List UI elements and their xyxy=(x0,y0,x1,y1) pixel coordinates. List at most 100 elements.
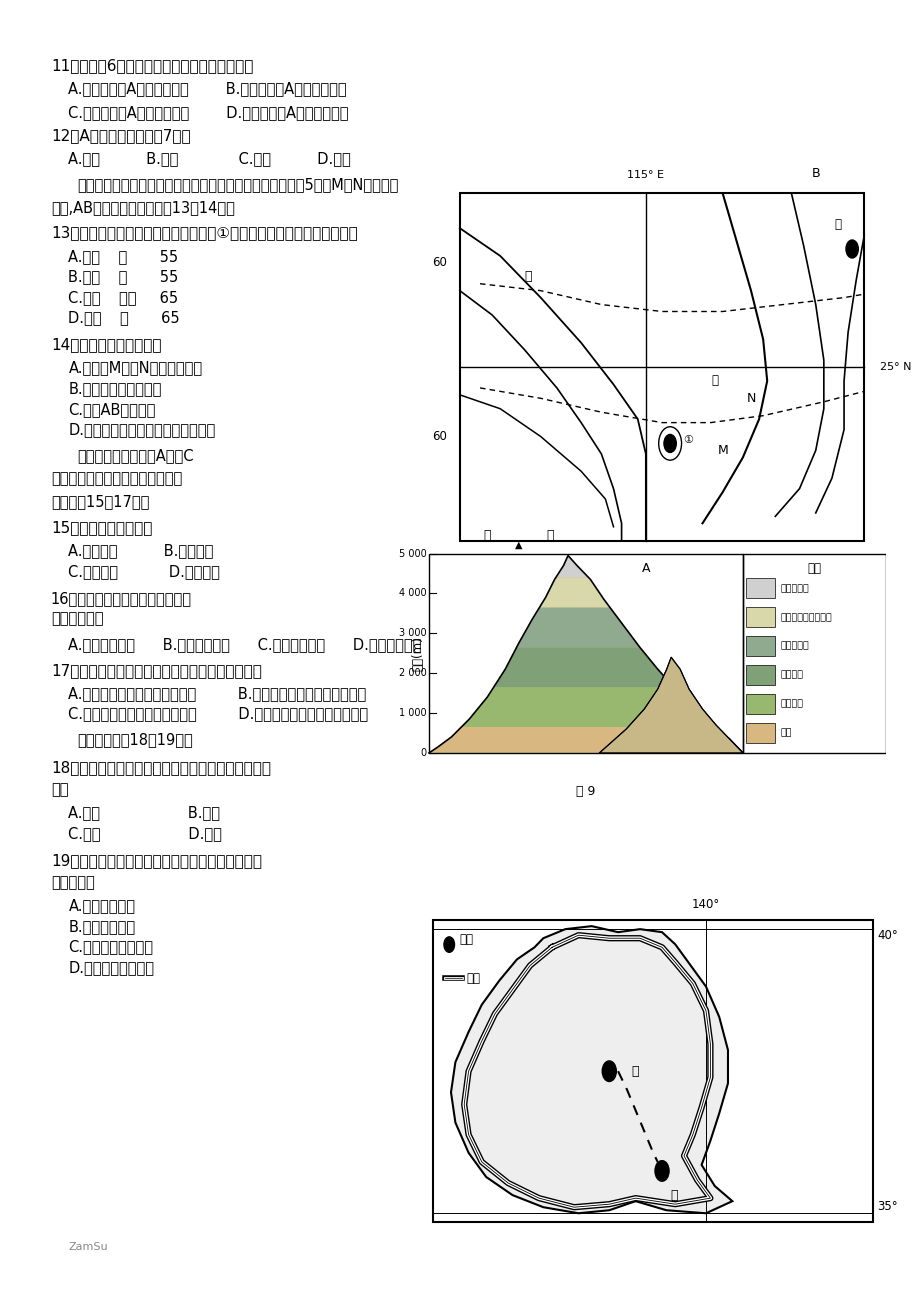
Text: A.河谷的M侧比N侧坡度陨一些: A.河谷的M侧比N侧坡度陨一些 xyxy=(68,360,202,376)
Text: 40°: 40° xyxy=(877,930,897,942)
Text: 河: 河 xyxy=(524,270,532,283)
Text: 3 000: 3 000 xyxy=(399,628,426,638)
Text: 两岸,AB为晨昃线。读图回界13～14题。: 两岸,AB为晨昃线。读图回界13～14题。 xyxy=(51,200,234,214)
Text: 12．A洋流可能出现在图7中：: 12．A洋流可能出现在图7中： xyxy=(51,127,190,143)
Text: A: A xyxy=(641,562,650,575)
Text: 60: 60 xyxy=(432,256,447,269)
Bar xyxy=(743,554,886,753)
Text: 25° N: 25° N xyxy=(879,363,911,372)
Polygon shape xyxy=(516,607,638,647)
Text: 图例: 图例 xyxy=(807,562,821,575)
Text: A.平原                   B.山地: A.平原 B.山地 xyxy=(68,806,221,820)
Text: 是：: 是： xyxy=(51,783,68,797)
Text: 18．该岛铁路形状为「环形」，说明其最主要的地形: 18．该岛铁路形状为「环形」，说明其最主要的地形 xyxy=(51,760,270,776)
Text: A.武夷山脉          B.祕连山脉: A.武夷山脉 B.祕连山脉 xyxy=(68,543,213,558)
Text: 鐵路: 鐵路 xyxy=(466,971,481,984)
Text: 17．关于该山峰雪线高低原因的叙述，正确的是：: 17．关于该山峰雪线高低原因的叙述，正确的是： xyxy=(51,663,262,677)
Text: 1 000: 1 000 xyxy=(399,708,426,718)
Polygon shape xyxy=(428,555,743,753)
Text: 16．该山峰针叶林带只分布在北坡: 16．该山峰针叶林带只分布在北坡 xyxy=(51,590,192,606)
Text: 5 000: 5 000 xyxy=(399,549,426,559)
Text: B.东南    南       55: B.东南 南 55 xyxy=(68,269,178,285)
Text: B: B xyxy=(811,166,819,179)
Text: ①: ① xyxy=(683,434,693,445)
Text: 城市: 城市 xyxy=(460,933,473,946)
Text: 荒漠: 荒漠 xyxy=(779,728,791,737)
Text: C.南坡气温低，降水多，雪线高         D.北坡气温低，降水少，雪线低: C.南坡气温低，降水多，雪线高 D.北坡气温低，降水少，雪线低 xyxy=(68,707,369,722)
Text: 甲: 甲 xyxy=(630,1065,638,1078)
Polygon shape xyxy=(430,727,741,753)
Text: 原因是北坡：: 原因是北坡： xyxy=(51,611,103,627)
Text: 流: 流 xyxy=(710,374,718,387)
Text: 右图实线为地形等高线，虚线为潜水面等高线，等高距均为5米，M、N位于河流: 右图实线为地形等高线，虚线为潜水面等高线，等高距均为5米，M、N位于河流 xyxy=(77,177,398,191)
Text: D.西北    北       65: D.西北 北 65 xyxy=(68,311,180,325)
Text: B.虚线处是河谷: B.虚线处是河谷 xyxy=(68,919,135,933)
Text: 右图为十一运火炬由A城到C: 右图为十一运火炬由A城到C xyxy=(77,448,194,463)
Text: 乙: 乙 xyxy=(670,1190,677,1202)
Text: A.热量高于南坡      B.降水多于南坡      C.光照多于南坡      D.海拔低于南坡: A.热量高于南坡 B.降水多于南坡 C.光照多于南坡 D.海拔低于南坡 xyxy=(68,637,422,653)
Polygon shape xyxy=(450,926,732,1213)
Text: C.天山山脉           D.阴山山脉: C.天山山脉 D.阴山山脉 xyxy=(68,564,221,579)
Text: B.此时河流处于丰水期: B.此时河流处于丰水期 xyxy=(68,381,162,396)
Text: 高山垒状和稀疏植被: 高山垒状和稀疏植被 xyxy=(779,612,831,621)
Text: A.南坡气温高，降水少，雪线高         B.北坡气温高，降水多，雪线低: A.南坡气温高，降水少，雪线高 B.北坡气温高，降水多，雪线低 xyxy=(68,686,367,701)
Text: 山地草甸: 山地草甸 xyxy=(779,671,802,680)
Bar xyxy=(745,694,775,714)
Text: ZamSu: ZamSu xyxy=(68,1242,108,1252)
Text: 海拔(m): 海拔(m) xyxy=(411,636,425,671)
Text: C.高原                   D.盆地: C.高原 D.盆地 xyxy=(68,827,222,841)
Bar xyxy=(433,920,872,1222)
Text: ▲: ▲ xyxy=(515,540,522,550)
Bar xyxy=(460,194,863,541)
Text: 11．根据图6中等温线分布特点可知，该海区：: 11．根据图6中等温线分布特点可知，该海区： xyxy=(51,58,253,73)
Text: A.在北半球，A处有暖流经过        B.在北半球，A处有寒流经过: A.在北半球，A处有暖流经过 B.在北半球，A处有寒流经过 xyxy=(68,82,346,96)
Text: C.在南半球，A处有暖流经过        D.在南半球，A处有寒流经过: C.在南半球，A处有暖流经过 D.在南半球，A处有寒流经过 xyxy=(68,105,348,120)
Text: 140°: 140° xyxy=(691,898,720,911)
Text: N: N xyxy=(745,391,754,404)
Text: 15．该山峰可能位于：: 15．该山峰可能位于： xyxy=(51,520,153,536)
Text: 35°: 35° xyxy=(877,1200,897,1213)
Circle shape xyxy=(654,1161,668,1182)
Text: A.甲处          B.乙处             C.丙处          D.丁处: A.甲处 B.乙处 C.丙处 D.丁处 xyxy=(68,151,351,166)
Text: A.西北    北       55: A.西北 北 55 xyxy=(68,248,178,264)
Circle shape xyxy=(444,937,454,953)
Text: A.虚线处是鞍部: A.虚线处是鞍部 xyxy=(68,898,135,913)
Polygon shape xyxy=(599,658,743,753)
Text: 图 9: 图 9 xyxy=(575,785,595,798)
Polygon shape xyxy=(461,688,712,727)
Text: 甲: 甲 xyxy=(834,218,841,231)
Text: 14．下列说法正确的是：: 14．下列说法正确的是： xyxy=(51,338,161,352)
Circle shape xyxy=(845,240,857,257)
Text: 13．对图中河流流向、甲处潜水流向和①处潜水位的判断正确的一组是：: 13．对图中河流流向、甲处潜水流向和①处潜水位的判断正确的一组是： xyxy=(51,226,357,240)
Circle shape xyxy=(602,1061,616,1082)
Text: D.当地的生态问题主要是土壤盐碱化: D.当地的生态问题主要是土壤盐碱化 xyxy=(68,422,216,437)
Text: 山地针叶林: 山地针叶林 xyxy=(779,642,808,651)
Text: 读下图，回界18～19题。: 读下图，回界18～19题。 xyxy=(77,732,193,748)
Bar xyxy=(745,636,775,656)
Text: 读图回界15～17题。: 读图回界15～17题。 xyxy=(51,494,149,510)
Circle shape xyxy=(664,434,675,452)
Bar xyxy=(745,578,775,598)
Polygon shape xyxy=(494,647,673,688)
Text: 高山冰雪带: 高山冰雪带 xyxy=(779,584,808,593)
Text: D.虚线处等高线密集: D.虚线处等高线密集 xyxy=(68,959,154,975)
Bar xyxy=(745,723,775,742)
Text: C.西北    东南     65: C.西北 东南 65 xyxy=(68,290,178,305)
Text: 北: 北 xyxy=(546,529,553,542)
Text: 0: 0 xyxy=(420,747,426,758)
Text: 60: 60 xyxy=(432,430,447,443)
Text: 山地草原: 山地草原 xyxy=(779,699,802,709)
Polygon shape xyxy=(540,577,608,607)
Bar xyxy=(745,607,775,628)
Bar xyxy=(745,666,775,685)
Text: C.图中AB线为晨线: C.图中AB线为晨线 xyxy=(68,402,155,417)
Text: 2 000: 2 000 xyxy=(399,668,426,679)
Text: 19．甲和乙之间的铁路没按图中虚线修建，最可能: 19．甲和乙之间的铁路没按图中虚线修建，最可能 xyxy=(51,853,262,868)
Text: M: M xyxy=(717,443,727,456)
Text: 南: 南 xyxy=(483,529,491,542)
Polygon shape xyxy=(556,556,588,577)
Text: 城传递途中某山峰植被垂直带谱，: 城传递途中某山峰植被垂直带谱， xyxy=(51,471,182,486)
Text: C.虚线处等高线稀疏: C.虚线处等高线稀疏 xyxy=(68,940,153,954)
Text: 的原因是：: 的原因是： xyxy=(51,875,95,891)
Text: 115° E: 115° E xyxy=(627,169,664,179)
